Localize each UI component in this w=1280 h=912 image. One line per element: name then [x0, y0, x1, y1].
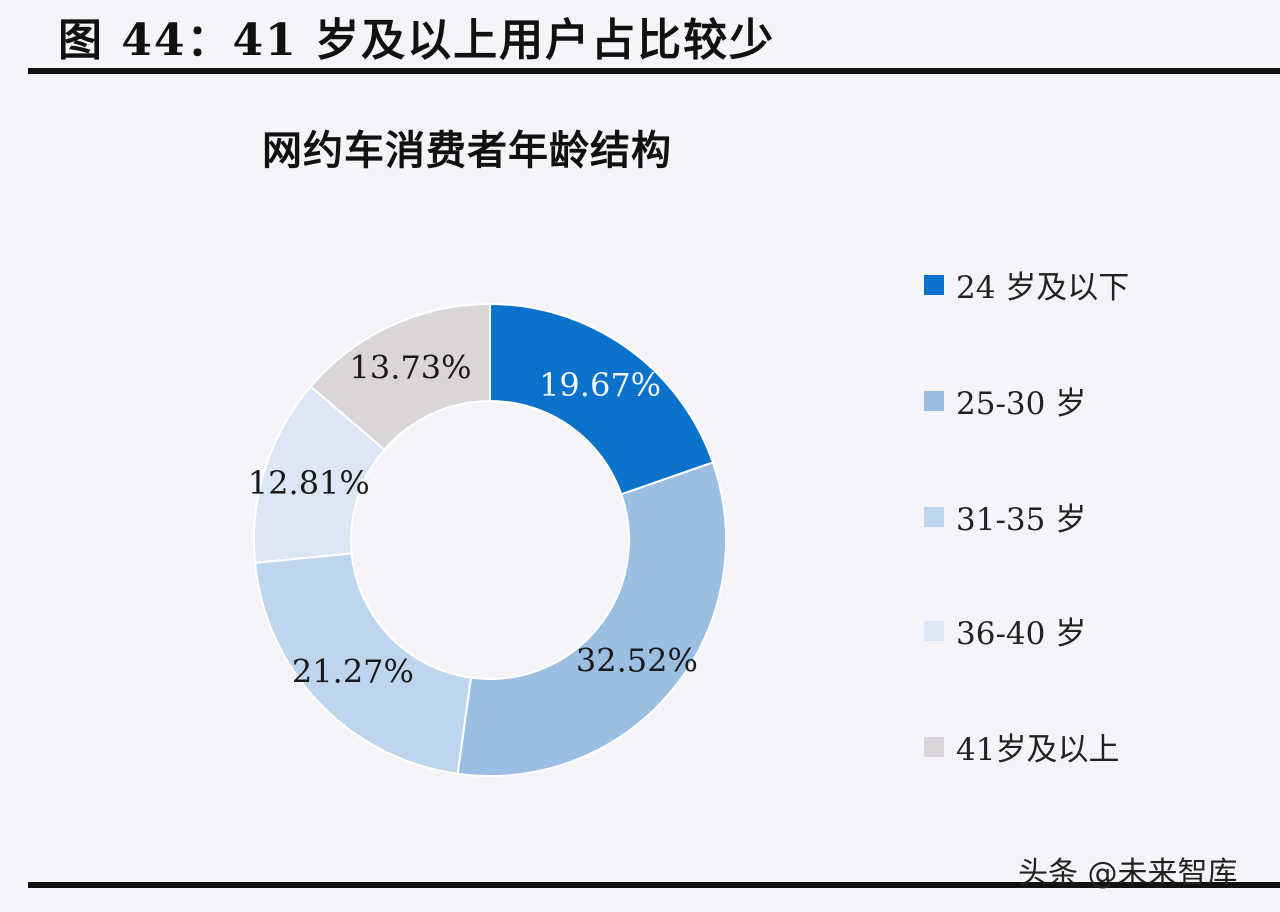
slice-25-30: [456, 461, 727, 777]
top-rule: [28, 68, 1280, 74]
legend-item-31-35: 31-35 岁: [924, 494, 1086, 539]
legend-item-36-40: 36-40 岁: [924, 608, 1086, 653]
legend-item-41-plus: 41岁及以上: [924, 724, 1119, 769]
data-label: 12.81%: [248, 464, 370, 502]
legend-swatch: [924, 390, 944, 411]
legend-swatch: [924, 506, 944, 527]
legend-swatch: [924, 620, 944, 641]
figure-title: 图 44：41 岁及以上用户占比较少: [58, 15, 776, 66]
legend-item-under-24: 24 岁及以下: [924, 262, 1129, 307]
slice-31-35: [254, 552, 473, 775]
legend-label: 36-40 岁: [956, 616, 1087, 652]
legend-swatch: [924, 274, 944, 295]
data-label: 19.67%: [539, 366, 661, 404]
watermark: 头条 @未来智库: [1018, 856, 1238, 891]
legend-label: 41岁及以上: [956, 732, 1120, 768]
legend-item-25-30: 25-30 岁: [924, 378, 1086, 423]
bottom-rule: [28, 882, 1280, 888]
data-label: 21.27%: [292, 653, 414, 691]
legend-label: 25-30 岁: [956, 386, 1087, 422]
data-label: 32.52%: [576, 641, 698, 679]
chart-title: 网约车消费者年龄结构: [262, 128, 672, 174]
slice-under-24: [489, 302, 715, 496]
slice-41-plus: [309, 302, 491, 452]
legend-label: 24 岁及以下: [956, 270, 1130, 306]
legend-swatch: [924, 736, 944, 757]
data-label: 13.73%: [350, 348, 472, 386]
legend-label: 31-35 岁: [956, 502, 1087, 538]
